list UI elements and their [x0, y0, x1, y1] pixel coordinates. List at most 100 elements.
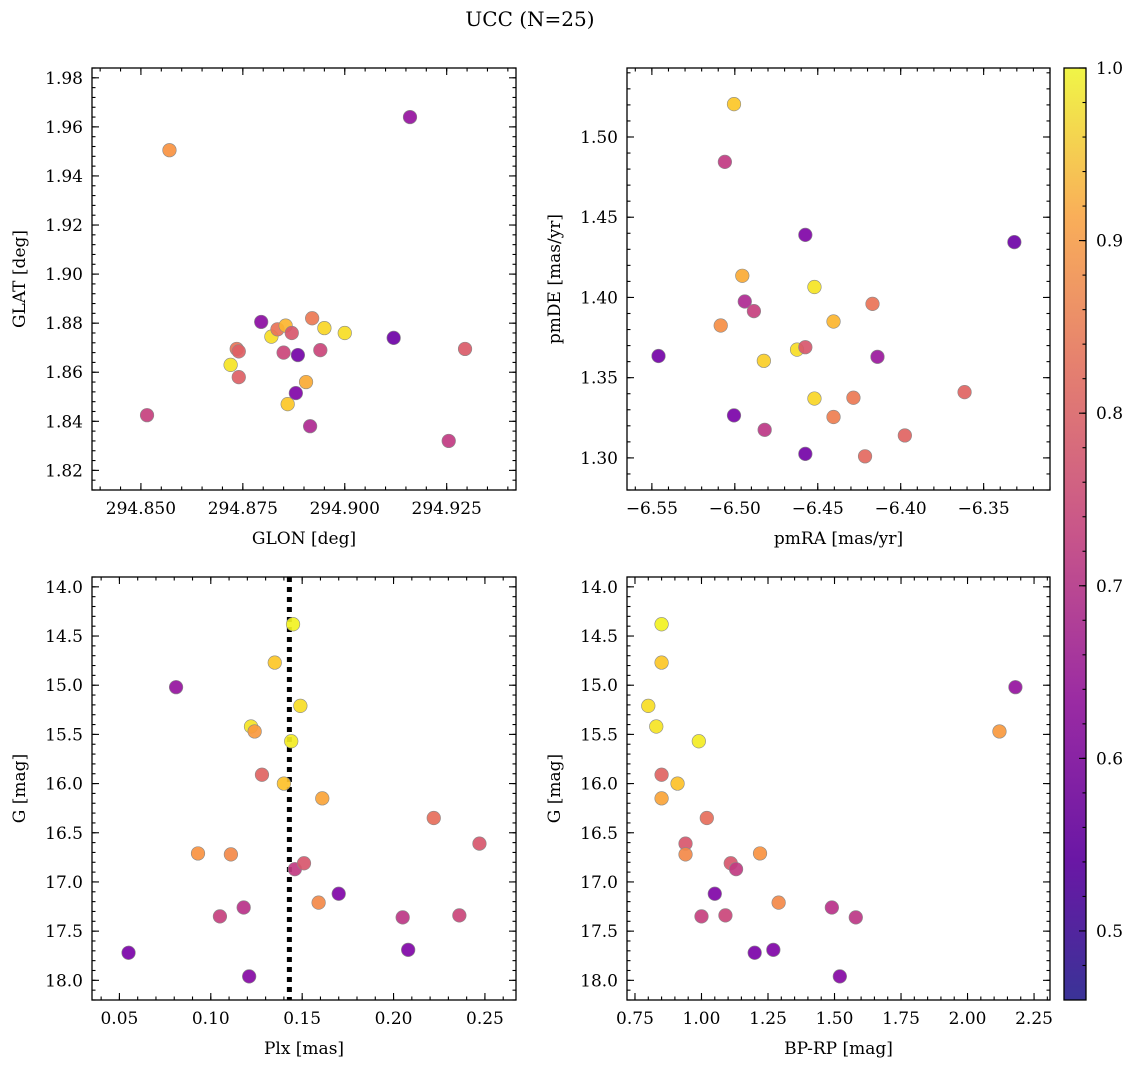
data-point [670, 776, 685, 791]
y-tick-label: 16.0 [45, 775, 83, 795]
x-tick-label: −6.55 [626, 499, 678, 519]
y-tick-label: 1.82 [45, 461, 83, 481]
x-tick-label: 2.25 [1015, 1009, 1053, 1029]
colorbar: 0.5 0.6 0.7 0.8 0.9 1.0 [1063, 59, 1123, 1001]
data-point [267, 655, 282, 670]
y-tick-label: 15.5 [580, 725, 618, 745]
data-point [846, 390, 861, 405]
data-point [472, 836, 487, 851]
data-point [691, 734, 706, 749]
axes-frame [626, 67, 1051, 491]
data-point [654, 655, 669, 670]
x-tick-label: 294.875 [208, 499, 278, 519]
panel-top-left: 294.850 294.875 294.900 294.925 1.82 1.84 1.86… [10, 67, 517, 549]
data-point [726, 97, 742, 112]
axes-frame [626, 576, 1051, 1001]
panel-bottom-right: 0.75 1.00 1.25 1.50 1.75 2.00 2.25 14.0 14.5 15.0… [545, 576, 1053, 1059]
data-point [452, 908, 467, 923]
data-point [865, 296, 880, 311]
data-point [231, 344, 246, 359]
data-point [735, 268, 750, 283]
data-point [713, 318, 728, 333]
data-point [726, 408, 742, 423]
data-point [168, 680, 184, 695]
y-tick-label: 1.96 [45, 118, 83, 138]
data-point [897, 428, 912, 443]
data-point [654, 617, 669, 632]
data-point [386, 330, 401, 345]
y-tick-label: 1.40 [580, 288, 618, 308]
colorbar-tick-label: 0.5 [1096, 922, 1123, 942]
data-point [317, 320, 332, 336]
data-point [401, 942, 416, 957]
data-point [699, 810, 714, 826]
x-axis-label: BP-RP [mag] [784, 1039, 893, 1059]
data-point [694, 909, 709, 924]
x-tick-label: 1.00 [683, 1009, 721, 1029]
x-axis-label: GLON [deg] [252, 529, 356, 549]
data-point [654, 767, 669, 782]
data-point [1007, 234, 1022, 250]
data-point [276, 776, 291, 791]
data-point [857, 449, 873, 464]
data-point [190, 846, 206, 861]
data-point [771, 895, 786, 910]
panel-top-right: −6.55 −6.50 −6.45 −6.40 −6.35 1.30 1.35 1.40 1.4… [545, 67, 1051, 549]
data-point [231, 370, 246, 385]
data-point [752, 846, 768, 861]
y-axis-label: G [mag] [10, 754, 30, 823]
data-point [654, 791, 669, 806]
data-point [242, 969, 257, 984]
data-point [212, 909, 228, 924]
data-point [957, 385, 972, 400]
data-point [280, 397, 295, 412]
x-tick-label: −6.50 [709, 499, 761, 519]
x-tick-label: 294.850 [106, 499, 176, 519]
data-point [139, 408, 155, 423]
data-point [315, 791, 330, 806]
y-tick-label: 16.5 [580, 824, 618, 844]
data-point [826, 314, 841, 329]
y-tick-label: 1.86 [45, 363, 83, 383]
data-point [284, 325, 299, 341]
data-point [728, 862, 744, 877]
x-tick-label: 0.10 [192, 1009, 230, 1029]
y-axis-label: pmDE [mas/yr] [545, 214, 565, 344]
data-point [651, 348, 666, 364]
axes-frame [91, 576, 517, 1001]
colorbar-tick-label: 0.6 [1096, 749, 1123, 769]
data-point [798, 340, 813, 355]
x-tick-label: 1.75 [882, 1009, 920, 1029]
data-point [426, 810, 441, 826]
x-tick-label: 0.05 [100, 1009, 138, 1029]
y-tick-label: 1.90 [45, 265, 83, 285]
data-point [162, 143, 177, 158]
data-point [395, 910, 410, 925]
data-point [746, 303, 762, 319]
x-tick-label: 294.900 [310, 499, 380, 519]
data-point [848, 910, 863, 925]
data-point [707, 886, 722, 901]
panel-bottom-left: 0.05 0.10 0.15 0.20 0.25 14.0 14.5 15.0 15.5 16.0… [10, 576, 517, 1059]
y-tick-label: 1.45 [580, 208, 618, 228]
data-point [293, 698, 308, 713]
data-point [305, 311, 320, 326]
data-point [276, 345, 291, 360]
y-tick-label: 14.5 [45, 627, 83, 647]
data-point [718, 908, 733, 923]
y-tick-label: 17.0 [45, 873, 83, 893]
data-point [223, 357, 238, 372]
y-tick-label: 18.0 [45, 971, 83, 991]
data-point [311, 895, 326, 910]
y-tick-label: 1.98 [45, 69, 83, 89]
colorbar-tick-label: 0.7 [1096, 577, 1123, 597]
data-point [254, 767, 270, 782]
panels: 294.850 294.875 294.900 294.925 1.82 1.84 1.86… [10, 67, 1053, 1059]
data-point [798, 227, 813, 242]
y-tick-label: 14.0 [45, 578, 83, 598]
data-point [457, 341, 473, 357]
y-tick-label: 16.5 [45, 824, 83, 844]
y-tick-label: 18.0 [580, 971, 618, 991]
data-point [121, 945, 136, 960]
